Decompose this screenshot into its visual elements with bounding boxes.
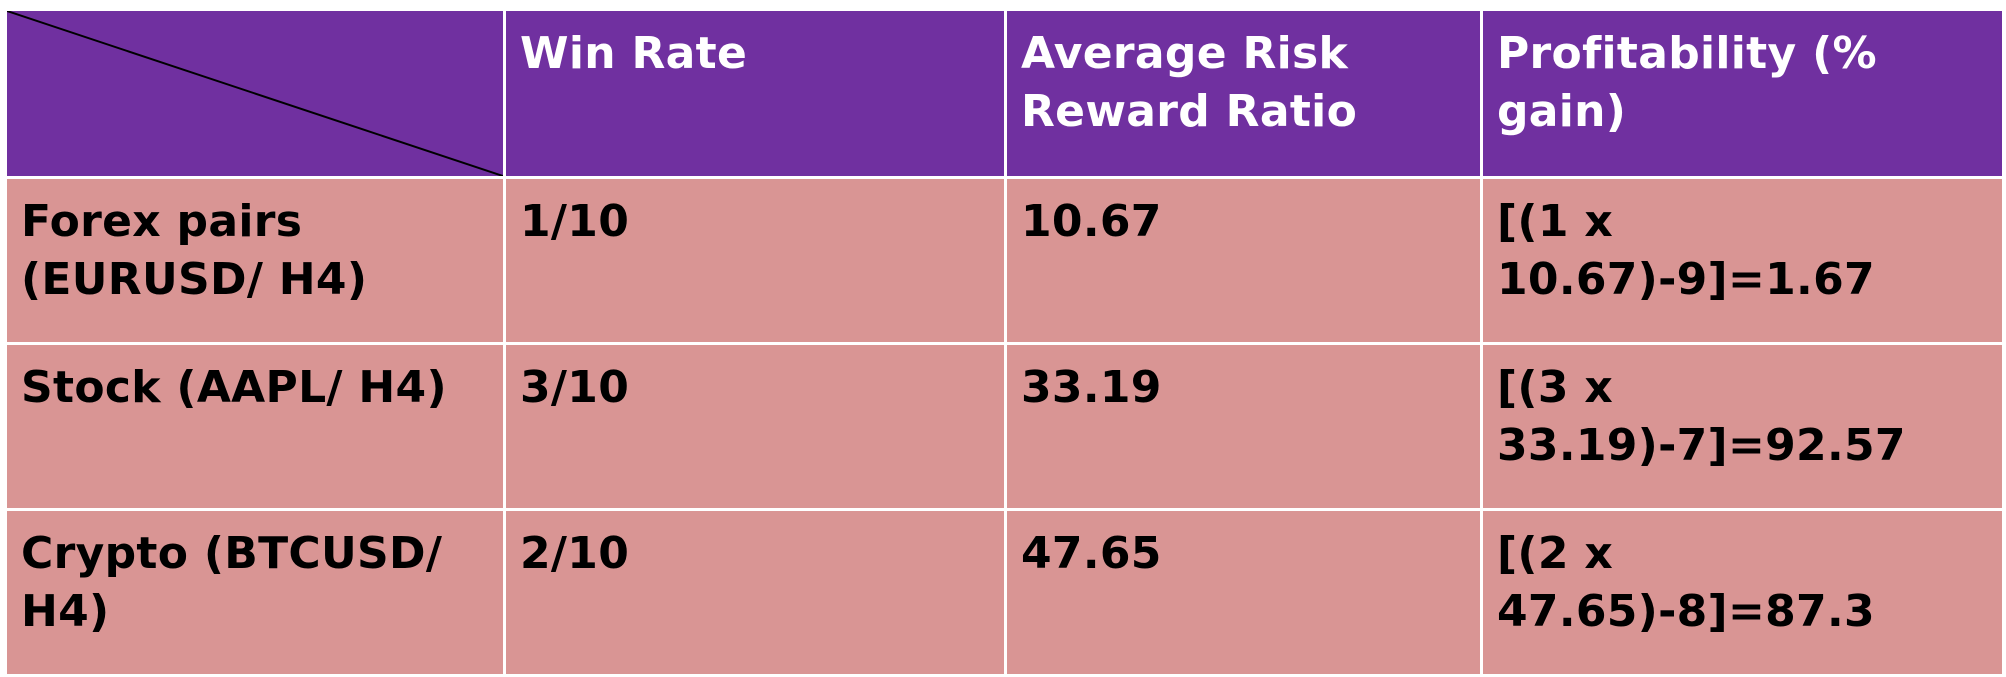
table-body: Forex pairs (EURUSD/ H4) 1/10 10.67 [(1 … [4, 176, 2005, 677]
header-average-risk-reward: Average Risk Reward Ratio [1004, 8, 1483, 179]
profitability-cell: [(2 x 47.65)-8]=87.3 [1480, 508, 2005, 677]
table-header: Win Rate Average Risk Reward Ratio Profi… [4, 8, 2005, 179]
win-rate-cell: 1/10 [503, 176, 1007, 345]
avg-rr-cell: 10.67 [1004, 176, 1483, 345]
header-profitability: Profitability (% gain) [1480, 8, 2005, 179]
win-rate-cell: 2/10 [503, 508, 1007, 677]
header-win-rate: Win Rate [503, 8, 1007, 179]
table-row: Forex pairs (EURUSD/ H4) 1/10 10.67 [(1 … [4, 176, 2005, 345]
diagonal-divider [7, 11, 503, 176]
profitability-cell: [(1 x 10.67)-9]=1.67 [1480, 176, 2005, 345]
avg-rr-cell: 47.65 [1004, 508, 1483, 677]
header-row: Win Rate Average Risk Reward Ratio Profi… [4, 8, 2005, 179]
avg-rr-cell: 33.19 [1004, 342, 1483, 511]
profitability-cell: [(3 x 33.19)-7]=92.57 [1480, 342, 2005, 511]
row-label: Crypto (BTCUSD/ H4) [4, 508, 506, 677]
diagonal-line [7, 11, 503, 176]
win-rate-cell: 3/10 [503, 342, 1007, 511]
row-label: Stock (AAPL/ H4) [4, 342, 506, 511]
corner-cell [4, 8, 506, 179]
table-row: Crypto (BTCUSD/ H4) 2/10 47.65 [(2 x 47.… [4, 508, 2005, 677]
table-row: Stock (AAPL/ H4) 3/10 33.19 [(3 x 33.19)… [4, 342, 2005, 511]
row-label: Forex pairs (EURUSD/ H4) [4, 176, 506, 345]
comparison-table: Win Rate Average Risk Reward Ratio Profi… [4, 8, 2005, 677]
